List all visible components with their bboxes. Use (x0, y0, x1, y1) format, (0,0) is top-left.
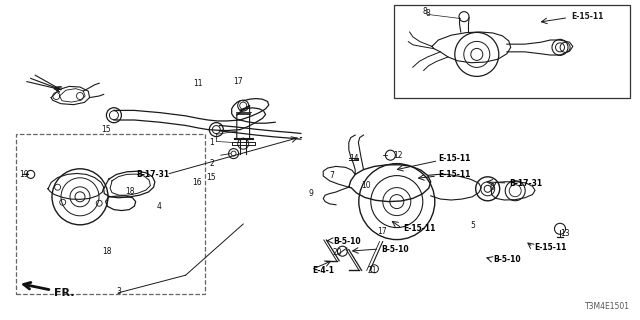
Text: 13: 13 (560, 229, 570, 238)
Bar (394, 5, 630, 98)
Text: 11: 11 (194, 79, 203, 88)
Text: 4: 4 (157, 202, 162, 211)
Text: 7: 7 (330, 172, 335, 180)
Text: B-17-31: B-17-31 (136, 170, 170, 179)
Text: E-15-11: E-15-11 (403, 224, 436, 233)
Text: T3M4E1501: T3M4E1501 (586, 302, 630, 311)
Text: E-15-11: E-15-11 (438, 154, 471, 163)
Text: 16: 16 (192, 178, 202, 187)
Text: 5: 5 (470, 221, 476, 230)
Text: 2: 2 (210, 159, 214, 168)
Text: 19: 19 (19, 170, 29, 179)
Text: 17: 17 (378, 228, 387, 236)
Text: B-5-10: B-5-10 (381, 245, 408, 254)
Text: 17: 17 (234, 77, 243, 86)
Text: E-4-1: E-4-1 (312, 266, 334, 275)
Text: 20: 20 (333, 248, 342, 257)
Text: 3: 3 (116, 287, 121, 296)
Text: 14: 14 (349, 154, 358, 163)
Text: 8: 8 (422, 7, 427, 16)
Text: B-17-31: B-17-31 (509, 179, 542, 188)
Text: B-5-10: B-5-10 (493, 255, 520, 264)
Text: 18: 18 (102, 247, 112, 256)
Text: FR.: FR. (24, 283, 75, 298)
Text: 15: 15 (100, 125, 111, 134)
Text: 6: 6 (490, 183, 495, 192)
Text: B-5-10: B-5-10 (333, 237, 360, 246)
Text: E-15-11: E-15-11 (534, 244, 567, 252)
Text: 21: 21 (368, 266, 378, 275)
Text: E-15-11: E-15-11 (438, 170, 471, 179)
Text: E-15-11: E-15-11 (571, 12, 604, 21)
Text: 10: 10 (362, 181, 371, 190)
Text: 1: 1 (210, 138, 214, 147)
Text: 8: 8 (425, 9, 430, 18)
Text: 15: 15 (206, 173, 216, 182)
Text: 18: 18 (125, 188, 134, 196)
Bar (16, 134, 205, 294)
Text: 12: 12 (394, 151, 403, 160)
Text: 9: 9 (308, 189, 314, 198)
